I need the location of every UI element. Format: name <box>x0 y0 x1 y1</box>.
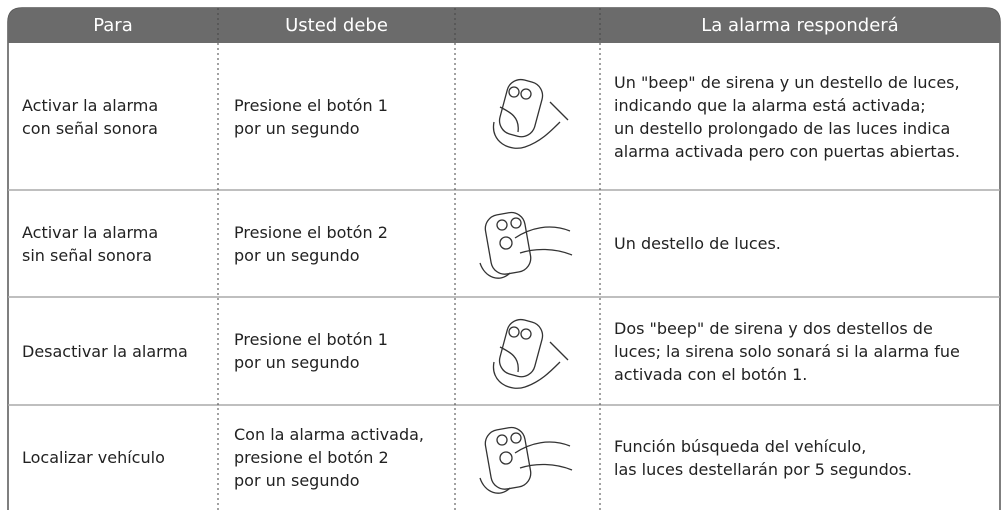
cell-line: Presione el botón 1 <box>234 330 388 349</box>
cell-line: Un "beep" de sirena y un destello de luc… <box>614 72 960 92</box>
header-cell: La alarma responderá <box>701 15 899 36</box>
header-cell: Para <box>93 15 133 36</box>
cell-line: Localizar vehículo <box>22 448 165 467</box>
table-cell: Un "beep" de sirena y un destello de luc… <box>614 43 994 190</box>
table-cell: Desactivar la alarma <box>22 297 218 405</box>
cell-line: por un segundo <box>234 471 360 490</box>
cell-line: alarma activada pero con puertas abierta… <box>614 141 960 161</box>
cell-line: Activar la alarma <box>22 95 159 115</box>
table-cell: Un destello de luces. <box>614 190 994 297</box>
cell-line: Con la alarma activada, <box>234 425 424 444</box>
cell-line: por un segundo <box>234 118 360 138</box>
cell-line: un destello prolongado de las luces indi… <box>614 118 951 138</box>
cell-line: por un segundo <box>234 245 360 265</box>
cell-line: indicando que la alarma está activada; <box>614 95 926 115</box>
cell-line: presione el botón 2 <box>234 448 389 467</box>
cell-line: luces; la sirena solo sonará si la alarm… <box>614 341 960 361</box>
cell-line: Función búsqueda del vehículo, <box>614 436 867 456</box>
cell-line: Presione el botón 1 <box>234 95 388 115</box>
table-cell: Con la alarma activada, presione el botón… <box>234 405 454 510</box>
cell-line: Desactivar la alarma <box>22 341 188 361</box>
table-cell: Dos "beep" de sirena y dos destellos de l… <box>614 297 994 405</box>
table-cell: Presione el botón 1 por un segundo <box>234 43 454 190</box>
table-cell: Activar la alarma sin señal sonora <box>22 190 218 297</box>
cell-line: Presione el botón 2 <box>234 222 388 242</box>
table-cell: Presione el botón 1 por un segundo <box>234 297 454 405</box>
cell-line: sin señal sonora <box>22 245 153 265</box>
cell-line: con señal sonora <box>22 118 158 138</box>
table-cell: Presione el botón 2 por un segundo <box>234 190 454 297</box>
cell-line: las luces destellarán por 5 segundos. <box>614 459 912 479</box>
cell-line: Un destello de luces. <box>614 234 781 253</box>
table-cell: Localizar vehículo <box>22 405 218 510</box>
cell-line: Dos "beep" de sirena y dos destellos de <box>614 318 933 338</box>
table-cell: Activar la alarma con señal sonora <box>22 43 218 190</box>
table-cell: Función búsqueda del vehículo, las luces … <box>614 405 994 510</box>
cell-line: Activar la alarma <box>22 222 159 242</box>
cell-line: por un segundo <box>234 353 360 372</box>
header-cell: Usted debe <box>285 15 388 36</box>
cell-line: activada con el botón 1. <box>614 364 808 384</box>
